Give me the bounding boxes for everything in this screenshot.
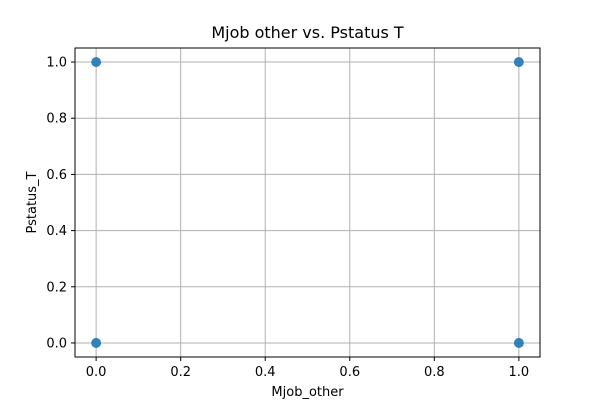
plot-area-frame (74, 47, 541, 358)
x-tick-label: 1.0 (509, 365, 530, 380)
scatter-point (91, 57, 102, 67)
y-tick-label: 0.2 (46, 280, 67, 295)
x-tick-label: 0.8 (424, 365, 445, 380)
x-tick-label: 0.0 (86, 365, 107, 380)
y-axis-label: Pstatus_T (25, 171, 40, 233)
y-axis-ticks: 0.0 0.2 0.4 0.6 0.8 1.0 (46, 56, 75, 351)
scatter-point (91, 338, 102, 348)
chart-title: Mjob other vs. Pstatus T (211, 23, 404, 42)
x-tick-label: 0.2 (170, 365, 191, 380)
y-tick-label: 0.0 (46, 336, 67, 351)
y-tick-label: 1.0 (46, 56, 67, 71)
x-tick-label: 0.4 (255, 365, 276, 380)
scatter-point (513, 338, 524, 348)
x-axis-ticks: 0.0 0.2 0.4 0.6 0.8 1.0 (86, 357, 529, 380)
scatter-point (513, 57, 524, 67)
x-axis-label: Mjob_other (271, 385, 344, 400)
y-tick-label: 0.4 (46, 224, 67, 239)
y-tick-label: 0.8 (46, 112, 67, 127)
x-tick-label: 0.6 (339, 365, 360, 380)
data-points (91, 57, 524, 348)
y-tick-label: 0.6 (46, 168, 67, 183)
grid (75, 48, 540, 357)
